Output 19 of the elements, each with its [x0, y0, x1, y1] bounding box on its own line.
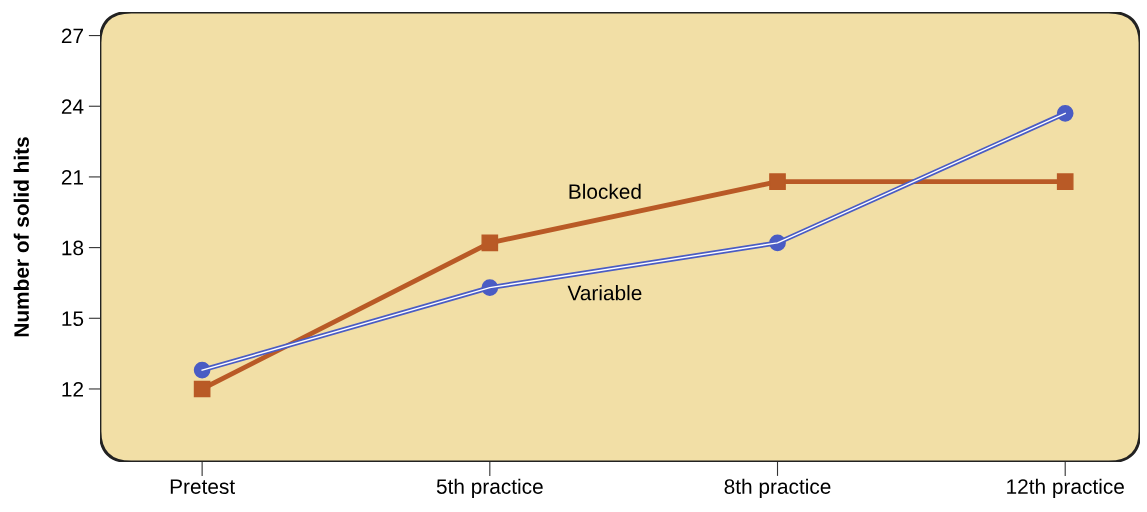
y-tick-label: 24: [61, 99, 84, 114]
point: [769, 173, 786, 190]
point: [193, 361, 211, 379]
point: [481, 234, 499, 252]
point: [193, 380, 211, 398]
x-tick-label: 5th practice: [436, 478, 543, 499]
series-label: Variable: [567, 285, 642, 301]
y-tick-label: 18: [62, 240, 84, 256]
x-tick-label: 8th practice: [724, 478, 831, 499]
y-tick-label: 21: [61, 169, 84, 185]
x-tick-label: 12th practice: [1007, 478, 1124, 499]
point: [1056, 104, 1074, 122]
y-axis-title: Number of solid hits: [13, 137, 29, 337]
y-tick-label: 12: [62, 381, 83, 397]
point: [1056, 173, 1074, 190]
y-tick-label: 27: [61, 28, 83, 44]
y-tick-label: 15: [62, 311, 84, 327]
x-tick-label: Pretest: [170, 479, 235, 494]
series-label: Blocked: [569, 183, 641, 199]
